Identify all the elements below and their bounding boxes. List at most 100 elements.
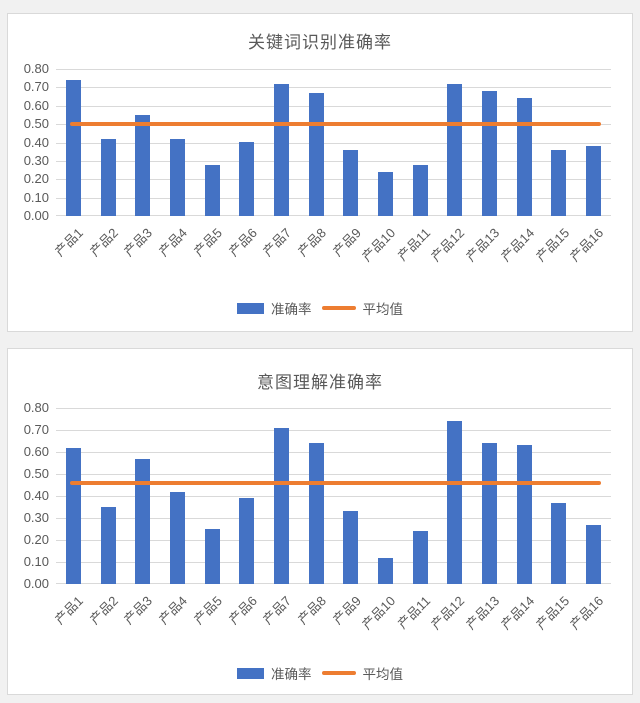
y-axis-tick-label: 0.60: [23, 444, 49, 459]
y-axis-tick-label: 0.80: [23, 61, 49, 76]
x-axis-tick-label: 产品4: [156, 593, 191, 628]
bar-产品12: [447, 421, 463, 584]
legend-bar-swatch-icon: [237, 302, 264, 314]
x-axis-tick-label: 产品8: [294, 225, 329, 260]
x-axis-tick-label: 产品15: [532, 225, 572, 265]
intent-understanding-accuracy-chart: 意图理解准确率 0.80 0.70 0.60 0.50 0.40 0.30 0.20 0.10…: [7, 348, 633, 695]
bar-产品13: [482, 91, 498, 216]
gridline: [56, 518, 611, 519]
gridline: [56, 583, 611, 584]
bar-产品8: [308, 93, 324, 216]
gridline: [56, 106, 611, 107]
bar-产品9: [343, 511, 359, 584]
bar-产品11: [412, 531, 428, 584]
bar-产品3: [135, 459, 151, 584]
gridline: [56, 452, 611, 453]
bar-产品4: [169, 492, 185, 584]
x-axis-tick-label: 产品12: [428, 593, 468, 633]
average-line: [70, 480, 601, 485]
bar-产品3: [135, 115, 151, 216]
gridline: [56, 179, 611, 180]
x-axis-tick-label: 产品2: [86, 593, 121, 628]
x-axis-tick-label: 产品16: [567, 593, 607, 633]
bar-产品5: [204, 165, 220, 216]
x-axis-tick-label: 产品5: [190, 593, 225, 628]
y-axis-tick-label: 0.70: [23, 79, 49, 94]
y-axis-tick-label: 0.00: [23, 208, 49, 223]
y-axis-tick-label: 0.20: [23, 532, 49, 547]
bar-产品10: [378, 558, 394, 584]
x-axis-tick-label: 产品1: [51, 225, 87, 260]
bar-产品11: [412, 165, 428, 216]
bar-产品5: [204, 529, 220, 584]
plot-area: 0.80 0.70 0.60 0.50 0.40 0.30 0.20 0.10 0.00 产品1 产…: [24, 61, 611, 264]
bar-产品14: [516, 98, 532, 216]
x-axis-tick-label: 产品15: [532, 593, 572, 633]
bar-产品4: [169, 139, 185, 216]
x-axis-tick-label: 产品6: [225, 593, 260, 628]
legend: 准确率 平均值: [8, 298, 632, 318]
y-axis-tick-label: 0.00: [23, 576, 49, 591]
legend-average-label: 平均值: [362, 302, 404, 317]
x-axis-tick-label: 产品2: [86, 225, 121, 260]
x-axis-tick-label: 产品10: [359, 225, 399, 265]
y-axis-tick-label: 0.80: [23, 400, 49, 415]
legend-bar-swatch-icon: [237, 667, 264, 679]
bar-产品1: [65, 448, 81, 584]
bar-产品7: [273, 428, 289, 584]
y-axis-tick-label: 0.70: [23, 422, 49, 437]
bar-产品2: [100, 139, 116, 216]
legend-accuracy-label: 准确率: [271, 302, 312, 317]
gridline: [56, 496, 611, 497]
x-axis-tick-label: 产品6: [225, 225, 260, 260]
y-axis-tick-label: 0.20: [23, 171, 49, 186]
x-axis-tick-label: 产品8: [294, 593, 329, 628]
bar-产品2: [100, 507, 116, 584]
y-axis-tick-label: 0.50: [23, 466, 49, 481]
bar-产品15: [551, 150, 567, 216]
bar-产品15: [551, 503, 567, 584]
x-axis-tick-label: 产品11: [394, 593, 433, 632]
legend: 准确率 平均值: [8, 663, 632, 683]
y-axis-tick-label: 0.40: [23, 135, 49, 150]
average-line: [70, 122, 601, 127]
legend-accuracy-label: 准确率: [271, 667, 312, 682]
bar-产品9: [343, 150, 359, 216]
gridline: [56, 215, 611, 216]
gridline: [56, 474, 611, 475]
y-axis-tick-label: 0.40: [23, 488, 49, 503]
x-axis-tick-label: 产品3: [121, 593, 156, 628]
gridline: [56, 430, 611, 431]
bar-产品16: [586, 525, 602, 584]
chart-title: 意图理解准确率: [257, 373, 383, 392]
gridline: [56, 161, 611, 162]
x-axis-tick-label: 产品14: [497, 225, 538, 265]
x-axis-tick-label: 产品3: [121, 225, 156, 260]
x-axis-tick-label: 产品5: [190, 225, 225, 260]
x-axis-tick-label: 产品13: [463, 225, 503, 265]
bar-产品13: [482, 443, 498, 584]
gridline: [56, 198, 611, 199]
bar-产品7: [273, 84, 289, 216]
legend-average-line-swatch-icon: [321, 671, 356, 675]
y-axis-tick-label: 0.10: [23, 190, 49, 205]
y-axis-tick-label: 0.10: [23, 554, 49, 569]
x-axis-tick-label: 产品16: [567, 225, 607, 265]
y-axis-tick-label: 0.50: [23, 116, 49, 131]
x-axis-tick-label: 产品11: [394, 225, 433, 264]
bar-产品8: [308, 443, 324, 584]
bar-产品12: [447, 84, 463, 216]
bar-产品6: [239, 142, 255, 216]
gridline: [56, 408, 611, 409]
x-axis-tick-label: 产品13: [463, 593, 503, 633]
y-axis-tick-label: 0.30: [23, 153, 49, 168]
bar-产品14: [516, 445, 532, 584]
x-axis-tick-label: 产品14: [497, 593, 538, 633]
plot-area: 0.80 0.70 0.60 0.50 0.40 0.30 0.20 0.10 0.00 产品1 产…: [24, 400, 611, 632]
y-axis-tick-label: 0.60: [23, 98, 49, 113]
gridline: [56, 69, 611, 70]
x-axis-tick-label: 产品12: [428, 225, 468, 265]
gridline: [56, 540, 611, 541]
bar-产品10: [378, 172, 394, 216]
y-axis-tick-label: 0.30: [23, 510, 49, 525]
